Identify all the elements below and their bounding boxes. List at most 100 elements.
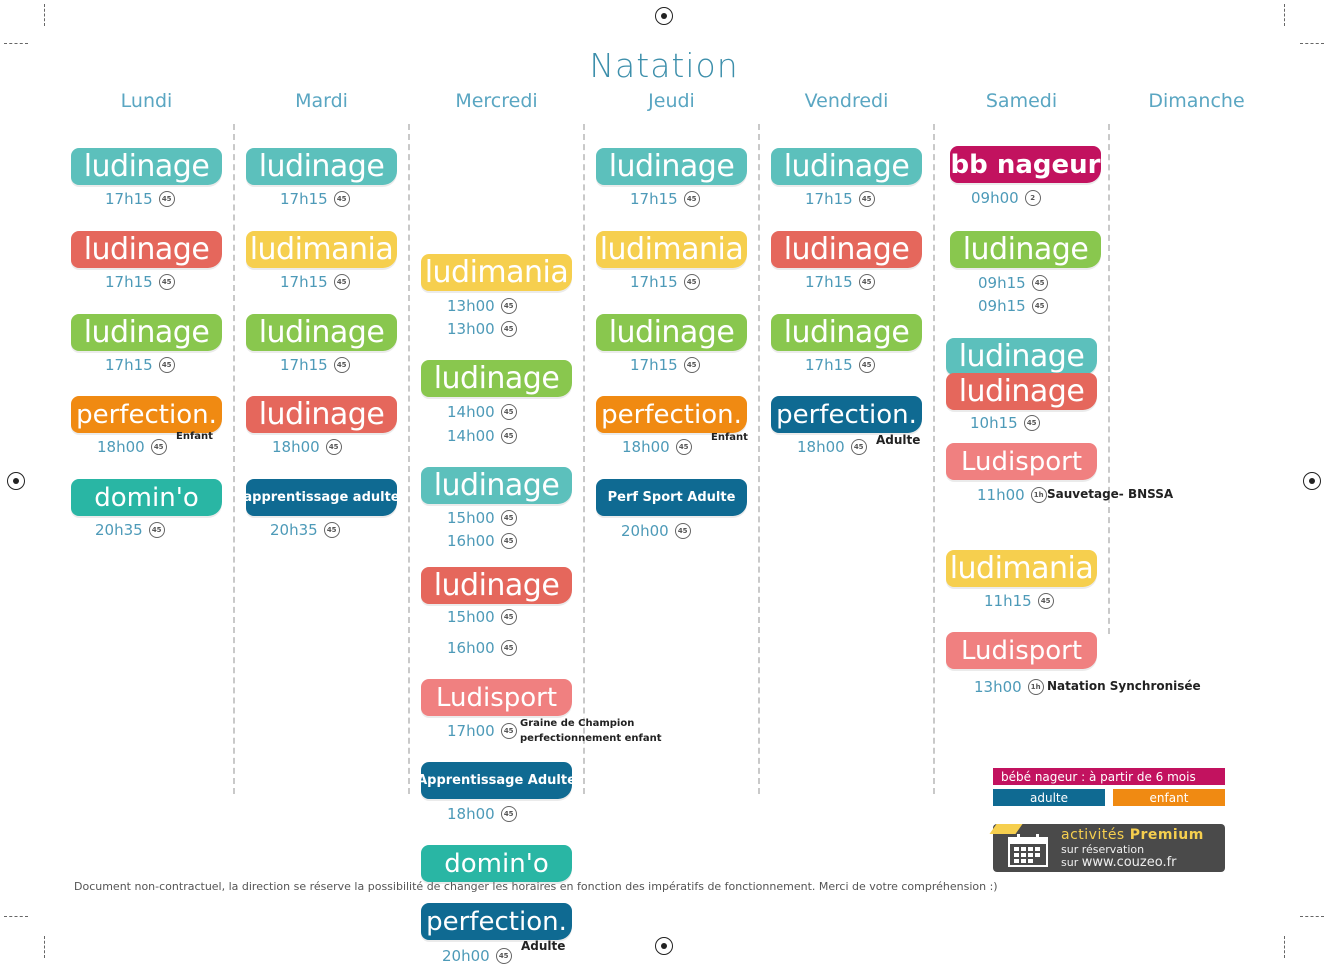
premium-banner: activités Premium sur réservation sur ww… (989, 824, 1225, 872)
activity-ludinage: ludinage (771, 148, 922, 185)
activity-ludisport: Ludisport (946, 443, 1097, 480)
duration-45-icon: 45 (850, 439, 867, 455)
activity-ludinage: ludinage (246, 396, 397, 433)
registration-target-icon (655, 7, 673, 25)
column-separator (583, 124, 585, 794)
session-time: 14h00 45 (447, 427, 517, 445)
session-time: 14h00 45 (447, 403, 517, 421)
duration-45-icon: 45 (325, 439, 342, 455)
duration-45-icon: 45 (1031, 275, 1048, 291)
time-label: 20h35 (95, 521, 143, 539)
duration-1h-icon: 1h (1027, 679, 1044, 695)
session-time: 09h00 2 (971, 189, 1041, 207)
activity-perfection: perfection. (596, 396, 747, 433)
activity-ludinage: ludinage (771, 314, 922, 351)
graine-de-champion-note: Graine de Champion perfectionnement enfan… (520, 716, 662, 746)
day-header-dimanche: Dimanche (1148, 90, 1245, 112)
legend-enfant: enfant (1113, 789, 1225, 806)
premium-sur: sur (1061, 856, 1079, 869)
duration-45-icon: 45 (333, 274, 350, 290)
duration-45-icon: 45 (683, 357, 700, 373)
time-label: 17h00 (447, 722, 495, 740)
time-label: 17h15 (280, 356, 328, 374)
session-time: 09h15 45 (978, 274, 1048, 292)
duration-1h-icon: 1h (1030, 487, 1047, 503)
time-label: 20h35 (270, 521, 318, 539)
premium-title: activités Premium (1061, 827, 1204, 843)
activity-ludinage: ludinage (596, 148, 747, 185)
session-time: 20h35 45 (95, 521, 165, 539)
time-label: 09h15 (978, 274, 1026, 292)
premium-url-line: sur www.couzeo.fr (1061, 855, 1177, 870)
time-label: 17h15 (105, 273, 153, 291)
time-label: 17h15 (630, 356, 678, 374)
activity-ludinage: ludinage (421, 360, 572, 397)
session-time: 13h00 1h (974, 678, 1044, 696)
activity-note: Natation Synchronisée (1047, 679, 1201, 693)
time-label: 17h15 (280, 273, 328, 291)
day-header-mardi: Mardi (295, 90, 348, 112)
time-label: 18h00 (447, 805, 495, 823)
activity-apprentissage-adulte: Apprentissage Adulte (421, 762, 572, 799)
audience-note: Enfant (176, 431, 213, 442)
column-separator (758, 124, 760, 794)
activity-note: Sauvetage- BNSSA (1047, 487, 1174, 501)
time-label: 13h00 (447, 320, 495, 338)
activity-perfection: perfection. (771, 396, 922, 433)
time-label: 13h00 (974, 678, 1022, 696)
activity-ludinage: ludinage (946, 338, 1097, 375)
duration-45-icon: 45 (675, 439, 692, 455)
time-label: 13h00 (447, 297, 495, 315)
time-label: 17h15 (630, 273, 678, 291)
time-label: 18h00 (97, 438, 145, 456)
activity-ludinage: ludinage (421, 467, 572, 504)
activity-ludinage: ludinage (950, 231, 1101, 268)
time-label: 18h00 (272, 438, 320, 456)
session-time: 17h15 45 (280, 190, 350, 208)
session-time: 18h00 45 (97, 438, 167, 456)
time-label: 14h00 (447, 403, 495, 421)
crop-mark (4, 43, 28, 44)
duration-45-icon: 45 (333, 357, 350, 373)
activity-ludinage: ludinage (71, 148, 222, 185)
duration-45-icon: 45 (500, 428, 517, 444)
time-label: 20h00 (621, 522, 669, 540)
audience-note: Enfant (711, 432, 748, 443)
time-label: 10h15 (970, 414, 1018, 432)
session-time: 11h00 1h (977, 486, 1047, 504)
duration-2-icon: 2 (1024, 190, 1041, 206)
activity-ludinage: ludinage (71, 231, 222, 268)
footer-disclaimer: Document non-contractuel, la direction s… (74, 880, 998, 893)
duration-45-icon: 45 (158, 191, 175, 207)
note-line: Graine de Champion (520, 718, 635, 729)
activity-ludisport: Ludisport (946, 632, 1097, 669)
duration-45-icon: 45 (500, 609, 517, 625)
session-time: 18h00 45 (797, 438, 867, 456)
session-time: 20h00 45 (442, 947, 512, 965)
time-label: 17h15 (105, 190, 153, 208)
audience-note: Adulte (876, 433, 921, 447)
duration-45-icon: 45 (150, 439, 167, 455)
duration-45-icon: 45 (500, 298, 517, 314)
premium-subtitle: sur réservation (1061, 843, 1145, 856)
session-time: 13h00 45 (447, 320, 517, 338)
time-label: 20h00 (442, 947, 490, 965)
session-time: 18h00 45 (447, 805, 517, 823)
time-label: 17h15 (280, 190, 328, 208)
legend-adulte: adulte (993, 789, 1105, 806)
time-label: 17h15 (805, 190, 853, 208)
session-time: 13h00 45 (447, 297, 517, 315)
session-time: 17h00 45 (447, 722, 517, 740)
crop-mark (4, 916, 28, 917)
duration-45-icon: 45 (158, 357, 175, 373)
activity-ludinage: ludinage (771, 231, 922, 268)
activity-bb-nageur: bb nageur (950, 146, 1101, 183)
registration-target-icon (1303, 472, 1321, 490)
session-time: 16h00 45 (447, 532, 517, 550)
day-header-vendredi: Vendredi (804, 90, 889, 112)
activity-ludimania: ludimania (596, 231, 747, 268)
duration-45-icon: 45 (1031, 298, 1048, 314)
day-header-jeudi: Jeudi (648, 90, 695, 112)
note-line: perfectionnement enfant (520, 733, 662, 744)
duration-45-icon: 45 (858, 274, 875, 290)
